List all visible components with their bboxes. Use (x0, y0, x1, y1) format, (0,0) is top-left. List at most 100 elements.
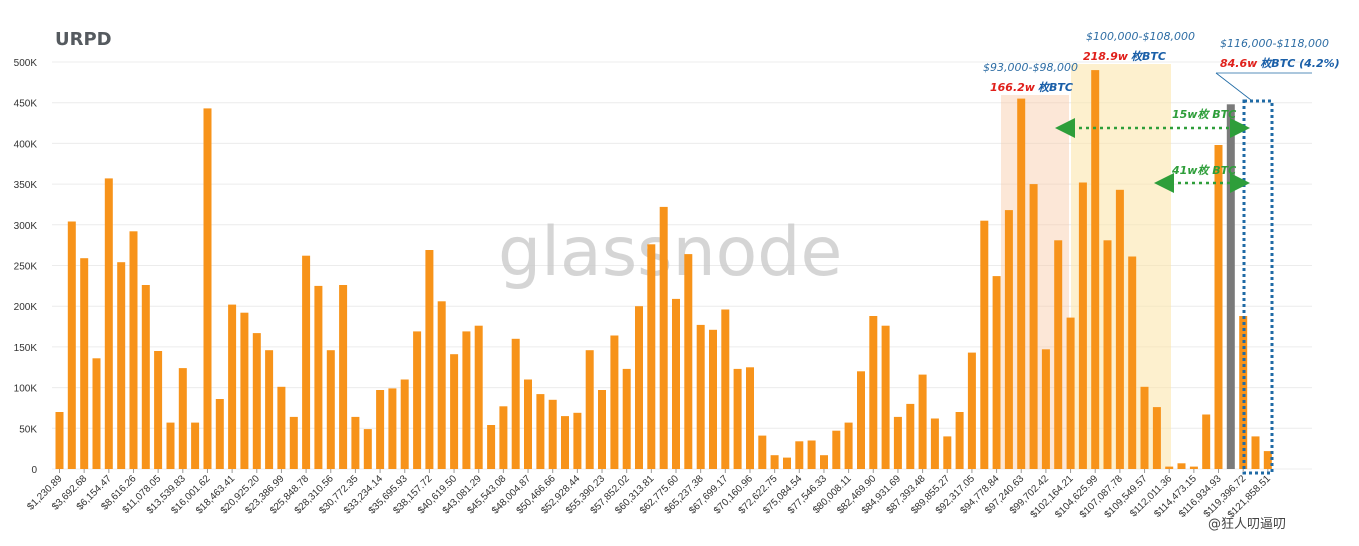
bar (857, 371, 865, 469)
highlight-box (1242, 99, 1274, 475)
bar (1177, 463, 1186, 469)
y-tick-label: 350K (14, 180, 38, 191)
bar (289, 416, 298, 469)
bar (573, 412, 582, 469)
bar (154, 351, 163, 469)
bar (277, 386, 286, 469)
bar (1091, 70, 1100, 469)
zone3-amount: 84.6w (1220, 57, 1258, 70)
bar (1239, 316, 1248, 469)
bar (1202, 414, 1211, 469)
corner-watermark: @狂人叨逼叨 (1208, 517, 1286, 532)
bar (437, 301, 446, 469)
bar (302, 255, 311, 469)
y-tick-label: 200K (14, 302, 38, 313)
arrow1-label: 15w枚 BTC (1172, 108, 1236, 121)
bar (524, 379, 532, 469)
bar (622, 368, 631, 469)
zone2-amount: 218.9w (1083, 50, 1129, 63)
bar (425, 250, 434, 469)
zone3-leader-line (1215, 72, 1252, 101)
bar (511, 338, 520, 469)
bar (92, 358, 101, 469)
bar (548, 399, 557, 469)
bar (635, 306, 643, 469)
zone3-unit: 枚BTC (4.2%) (1260, 57, 1339, 70)
bar (104, 178, 113, 469)
bar (326, 350, 335, 469)
bar (696, 324, 705, 469)
bar (178, 368, 187, 469)
bar (67, 221, 76, 469)
bar (55, 412, 64, 469)
y-tick-label: 500K (14, 58, 38, 69)
bar (166, 422, 175, 469)
zone2-unit: 枚BTC (1131, 50, 1166, 63)
bar (918, 374, 927, 469)
bar (684, 254, 693, 469)
y-axis: 0 50K 100K 150K 200K 250K 300K 350K 400K 450K 500K (14, 58, 38, 476)
bar (499, 406, 508, 469)
bar (1115, 189, 1124, 470)
bar (228, 304, 237, 469)
zone3-range-label: $116,000-$118,000 (1220, 37, 1329, 50)
bar (203, 108, 212, 470)
bar (1263, 451, 1272, 469)
bar (252, 333, 261, 469)
zone1-amount-label: 166.2w 枚BTC (990, 81, 1073, 94)
bar (191, 422, 200, 469)
bar (672, 298, 680, 469)
zone2-amount-label: 218.9w 枚BTC (1083, 50, 1166, 63)
bar (844, 422, 853, 469)
bar (807, 440, 816, 469)
bar (1103, 240, 1112, 469)
bar (1128, 256, 1137, 469)
bar (450, 354, 459, 469)
bar (376, 390, 385, 469)
zone1-unit: 枚BTC (1038, 81, 1073, 94)
bar (647, 244, 656, 469)
bars (55, 70, 1272, 470)
y-tick-label: 0 (31, 465, 37, 476)
bar (1066, 317, 1075, 469)
bar (820, 455, 828, 469)
bar (795, 441, 804, 469)
bar (400, 379, 409, 469)
bar (610, 335, 619, 469)
bar (536, 394, 545, 469)
bar (1226, 104, 1235, 470)
bar (881, 325, 890, 469)
bar (1214, 145, 1223, 469)
bar (413, 331, 422, 469)
bar (967, 352, 976, 469)
zone2-range-label: $100,000-$108,000 (1086, 30, 1195, 43)
bar (462, 331, 471, 469)
x-axis: $1,230.89$3,692.68$6,154.47$8,616.26$11,… (25, 469, 1273, 520)
bar (339, 285, 348, 469)
bar (585, 350, 594, 469)
bar (733, 368, 742, 469)
bar (746, 367, 754, 470)
y-tick-label: 300K (14, 221, 38, 232)
chart-title: URPD (55, 29, 112, 50)
bar (1152, 407, 1161, 469)
bar (1017, 98, 1026, 469)
glassnode-watermark: glassnode (498, 213, 842, 292)
y-tick-label: 400K (14, 139, 38, 150)
bar (141, 285, 150, 469)
bar (1041, 349, 1050, 469)
bar (1004, 210, 1013, 469)
arrow2-label: 41w枚 BTC (1171, 164, 1236, 177)
bar (943, 436, 952, 469)
y-tick-label: 100K (14, 384, 38, 395)
bar (1165, 466, 1174, 469)
bar (351, 416, 360, 469)
bar (314, 285, 323, 469)
bar (561, 416, 569, 469)
bar (363, 429, 372, 469)
bar (930, 418, 939, 469)
bar (906, 403, 915, 469)
y-tick-label: 250K (14, 262, 38, 273)
bar (240, 312, 249, 469)
zone1-amount: 166.2w (990, 81, 1036, 94)
